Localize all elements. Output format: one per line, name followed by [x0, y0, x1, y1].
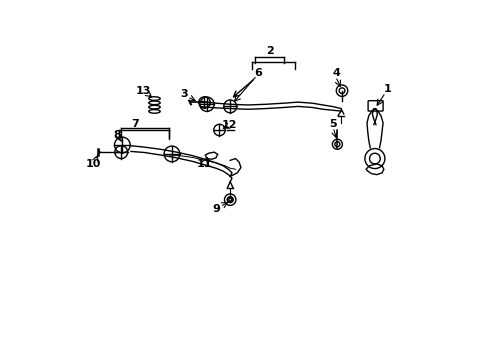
Text: 10: 10 [86, 159, 101, 169]
Text: 11: 11 [196, 158, 211, 168]
Text: 7: 7 [131, 118, 139, 129]
Text: 1: 1 [383, 84, 390, 94]
Text: 3: 3 [180, 89, 187, 99]
Text: 6: 6 [254, 68, 262, 78]
Text: 8: 8 [114, 130, 122, 140]
Text: 4: 4 [332, 68, 340, 78]
Text: 9: 9 [212, 204, 220, 214]
Text: 5: 5 [328, 118, 336, 129]
Text: 2: 2 [266, 46, 274, 57]
Text: 13: 13 [136, 86, 151, 96]
Text: 12: 12 [221, 120, 237, 130]
